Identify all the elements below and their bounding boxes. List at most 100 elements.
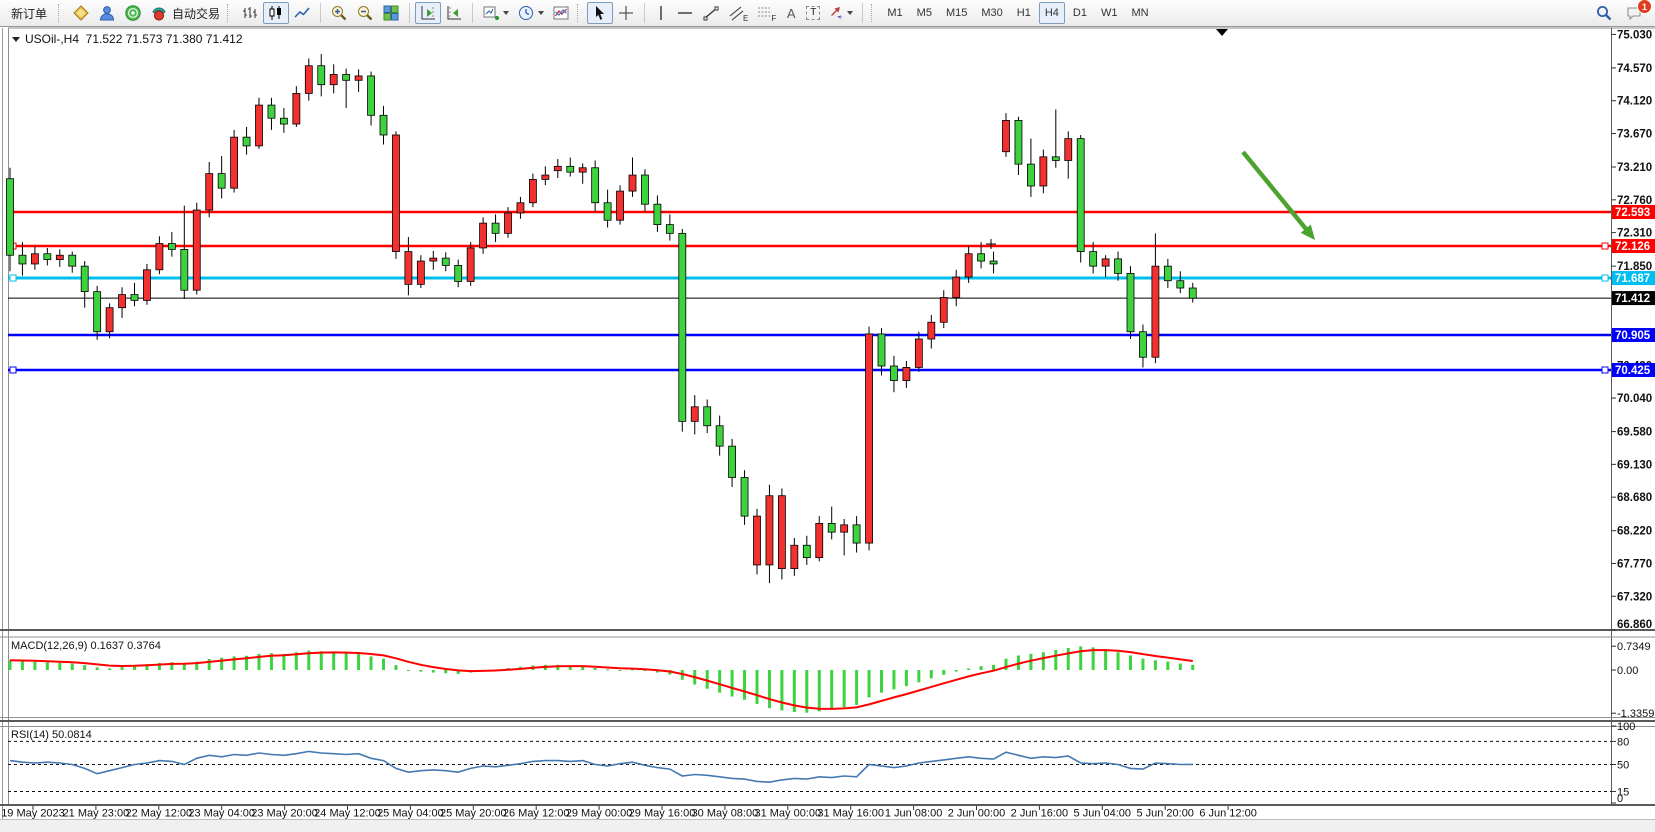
timeframe-button-m1[interactable]: M1 (881, 2, 908, 24)
cross-marker[interactable] (986, 239, 996, 249)
chart-bars-button[interactable] (237, 2, 263, 24)
collapse-icon[interactable] (12, 36, 20, 42)
periods-button[interactable] (513, 2, 548, 24)
line-handle[interactable] (9, 366, 17, 374)
text-button[interactable]: A (780, 2, 802, 24)
vertical-line-button[interactable] (650, 2, 672, 24)
candle-body (43, 253, 52, 260)
line-handle[interactable] (1601, 242, 1609, 250)
notifications-button[interactable]: 1 (1621, 0, 1652, 24)
tile-windows-button[interactable] (378, 2, 404, 24)
channel-button[interactable]: E (724, 2, 752, 24)
candle-body (603, 202, 612, 221)
metaeditor-button[interactable] (68, 2, 94, 24)
candle-body (616, 190, 624, 221)
auto-scroll-button[interactable] (441, 2, 467, 24)
timeframe-button-h1[interactable]: H1 (1011, 2, 1037, 24)
macd-bar (730, 670, 734, 697)
timeframe-button-w1[interactable]: W1 (1095, 2, 1124, 24)
timeframe-button-d1[interactable]: D1 (1067, 2, 1093, 24)
date-label: 22 May 12:00 (125, 808, 192, 820)
timeframe-button-m5[interactable]: M5 (911, 2, 938, 24)
candle-body (55, 254, 64, 260)
price-tick-label: 72.760 (1617, 195, 1652, 207)
cursor-button[interactable] (587, 2, 614, 24)
new-chart-button[interactable] (478, 2, 513, 24)
line-handle[interactable] (1601, 366, 1609, 374)
auto-trading-button[interactable]: 自动交易 (146, 2, 224, 24)
zoom-out-button[interactable] (352, 2, 378, 24)
candle-body (242, 136, 251, 147)
indicators-button[interactable] (548, 2, 574, 24)
date-label: 25 May 04:00 (377, 808, 444, 820)
chart-candles-button[interactable] (263, 2, 290, 24)
price-tick-label: 68.680 (1617, 492, 1652, 504)
macd-bar (220, 657, 224, 670)
horizontal-line-button[interactable] (672, 2, 698, 24)
macd-bar (307, 650, 311, 670)
trend-arrow[interactable] (1241, 150, 1311, 234)
timeframe-button-m15[interactable]: M15 (940, 2, 973, 24)
candle-body (192, 209, 201, 291)
candle-body (1014, 119, 1023, 165)
chart-shift-marker[interactable] (1216, 29, 1228, 36)
timeframe-button-h4[interactable]: H4 (1038, 2, 1065, 24)
timeframe-button-m30[interactable]: M30 (975, 2, 1008, 24)
rsi-axis-label: 50 (1617, 760, 1629, 772)
candle-body (653, 203, 662, 226)
toolbar-separator (644, 3, 646, 23)
price-tick-label: 66.860 (1617, 619, 1652, 631)
gold-diamond-icon (73, 5, 89, 21)
search-button[interactable] (1591, 2, 1617, 24)
zoom-in-button[interactable] (326, 2, 352, 24)
macd-bar (1178, 663, 1182, 670)
annotations-layer[interactable] (986, 29, 1315, 249)
candle-body (802, 544, 811, 559)
macd-axis-label: 0.7349 (1617, 641, 1651, 653)
candle-body (230, 136, 239, 189)
timeframe-button-mn[interactable]: MN (1125, 2, 1154, 24)
candles-layer (6, 54, 1197, 584)
candle-body (404, 251, 413, 285)
candle-body (939, 297, 948, 323)
fibonacci-button[interactable]: F (752, 2, 780, 24)
date-label: 31 May 00:00 (754, 808, 821, 820)
macd-bar (1153, 660, 1157, 670)
price-tick-label: 68.220 (1617, 526, 1652, 538)
chart-title: USOil-,H4 71.522 71.573 71.380 71.412 (12, 32, 243, 46)
fibonacci-glyph: F (771, 14, 777, 23)
profile-button[interactable] (94, 2, 120, 24)
crosshair-button[interactable] (613, 2, 639, 24)
indicators-icon (553, 6, 569, 20)
macd-bar (133, 665, 136, 670)
candle-body (93, 291, 102, 333)
dropdown-caret (503, 11, 510, 15)
candle-body (516, 202, 525, 214)
text-label-button[interactable]: T (802, 2, 824, 24)
trend-arrow-head[interactable] (1300, 224, 1315, 240)
candle-body (416, 260, 425, 285)
chart-shift-button[interactable] (415, 2, 442, 24)
text-tool-glyph: A (786, 5, 796, 21)
candle-body (753, 515, 761, 566)
line-handle[interactable] (1601, 274, 1609, 282)
macd-label: MACD(12,26,9) 0.1637 0.3764 (11, 640, 161, 652)
candle-body (80, 265, 89, 293)
new-order-button[interactable]: 新订单 (3, 2, 55, 24)
new-chart-icon (483, 6, 500, 20)
macd-bar (1141, 658, 1145, 670)
hlines-layer[interactable] (8, 210, 1611, 374)
candle-body (479, 222, 488, 249)
signals-button[interactable] (120, 2, 146, 24)
candle-body (292, 93, 301, 125)
candle-body (952, 276, 961, 298)
trendline-button[interactable] (698, 2, 724, 24)
candle-body (68, 254, 77, 267)
candle-body (840, 524, 849, 533)
date-label: 5 Jun 20:00 (1136, 808, 1194, 820)
line-handle[interactable] (9, 274, 17, 282)
chart-line-button[interactable] (289, 2, 315, 24)
arrows-button[interactable] (824, 2, 857, 24)
